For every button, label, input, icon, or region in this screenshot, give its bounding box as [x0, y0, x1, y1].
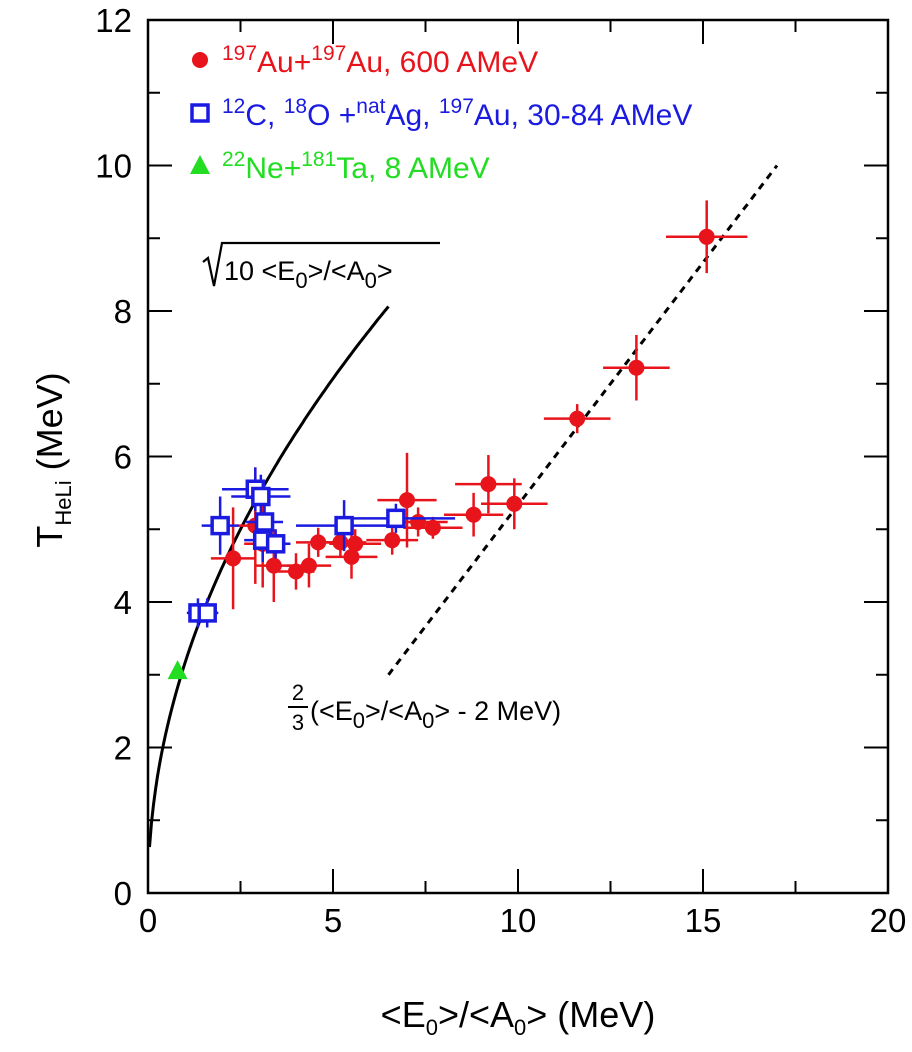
y-tick-label: 6	[114, 439, 132, 476]
legend-text-part: 18	[284, 95, 307, 118]
x-axis-label: <E0>/<A0> (MeV)	[381, 994, 656, 1040]
legend-text-part: 22	[222, 148, 245, 171]
data-point	[334, 515, 354, 536]
data-point	[386, 508, 406, 529]
data-point	[300, 557, 317, 574]
legend-text-part: Au, 600 AMeV	[346, 46, 538, 79]
data-point	[698, 228, 715, 245]
data-point	[399, 492, 415, 509]
legend-text-part: Ne+	[245, 152, 301, 185]
series-1	[186, 467, 456, 628]
legend-entry: 22Ne+181Ta, 8 AMeV	[222, 148, 490, 185]
plot-frame	[146, 18, 890, 895]
legend-text-part: 181	[301, 148, 336, 171]
data-point	[288, 563, 304, 580]
x-tick-label: 10	[500, 902, 537, 939]
axis-labels: <E0>/<A0> (MeV) THeLi (MeV) 10 <E0>/<A0>…	[29, 241, 656, 1040]
legend-text-part: C,	[245, 99, 283, 132]
legend-text-part: 197	[311, 42, 346, 65]
svg-text:(<E0>/<A0> - 2 MeV): (<E0>/<A0> - 2 MeV)	[310, 696, 561, 733]
legend-marker	[190, 103, 210, 123]
y-tick-label: 4	[114, 584, 132, 621]
x-tick-label: 15	[685, 902, 722, 939]
legend-text-part: 197	[222, 42, 257, 65]
data-point	[310, 534, 327, 551]
axes: 0 5 10 15 20 0 2 4 6 8 10 12	[95, 2, 906, 939]
legend-text-part: Au, 30-84 AMeV	[474, 99, 692, 132]
svg-text:10 <E0>/<A0>: 10 <E0>/<A0>	[224, 256, 393, 293]
series-2	[167, 660, 188, 680]
legend-text-part: 197	[439, 95, 474, 118]
legend-entry: 197Au+197Au, 600 AMeV	[222, 42, 538, 79]
data-point	[265, 557, 282, 574]
data-point	[424, 519, 441, 536]
x-tick-label: 20	[870, 902, 907, 939]
data-point	[343, 548, 360, 565]
data-point	[506, 495, 523, 512]
data-point	[347, 535, 364, 552]
x-tick-label: 5	[324, 902, 342, 939]
sqrt-radical-sign	[202, 241, 440, 287]
legend-text-part: nat	[356, 95, 385, 118]
sqrt-curve	[148, 305, 390, 848]
y-axis-label: THeLi (MeV)	[29, 372, 76, 547]
data-point	[225, 550, 242, 567]
model-curves	[148, 164, 779, 848]
svg-text:2: 2	[292, 680, 304, 705]
data-points	[167, 200, 748, 680]
y-tick-label: 2	[114, 730, 132, 767]
sqrt-curve-label: 10 <E0>/<A0>	[202, 241, 440, 293]
data-point	[332, 534, 349, 551]
legend-text-part: O +	[307, 99, 356, 132]
data-point	[265, 534, 286, 554]
y-tick-label: 12	[95, 2, 132, 39]
linear-curve	[387, 164, 779, 676]
data-point	[251, 486, 271, 507]
legend-entry: 12C, 18O +natAg, 197Au, 30-84 AMeV	[222, 95, 692, 132]
data-point	[480, 476, 497, 493]
legend-text-part: 12	[222, 95, 245, 118]
data-point	[628, 359, 645, 376]
data-point	[410, 513, 427, 530]
legend-marker	[190, 155, 210, 174]
data-point	[167, 660, 188, 680]
data-point	[569, 410, 586, 427]
x-tick-label: 0	[139, 902, 157, 939]
data-point	[254, 512, 275, 532]
data-point	[384, 532, 401, 549]
y-tick-label: 10	[95, 148, 132, 185]
svg-text:3: 3	[292, 710, 304, 735]
legend-text-part: Ag,	[385, 99, 438, 132]
legend-marker	[192, 52, 208, 68]
data-point	[465, 506, 482, 523]
y-tick-label: 8	[114, 293, 132, 330]
legend-text-part: Au+	[257, 46, 311, 79]
data-point	[210, 515, 230, 536]
legend-text-part: Ta, 8 AMeV	[336, 152, 489, 185]
y-tick-label: 0	[114, 875, 132, 912]
linear-curve-label: 2 3 (<E0>/<A0> - 2 MeV)	[288, 680, 561, 735]
data-point	[197, 603, 217, 623]
